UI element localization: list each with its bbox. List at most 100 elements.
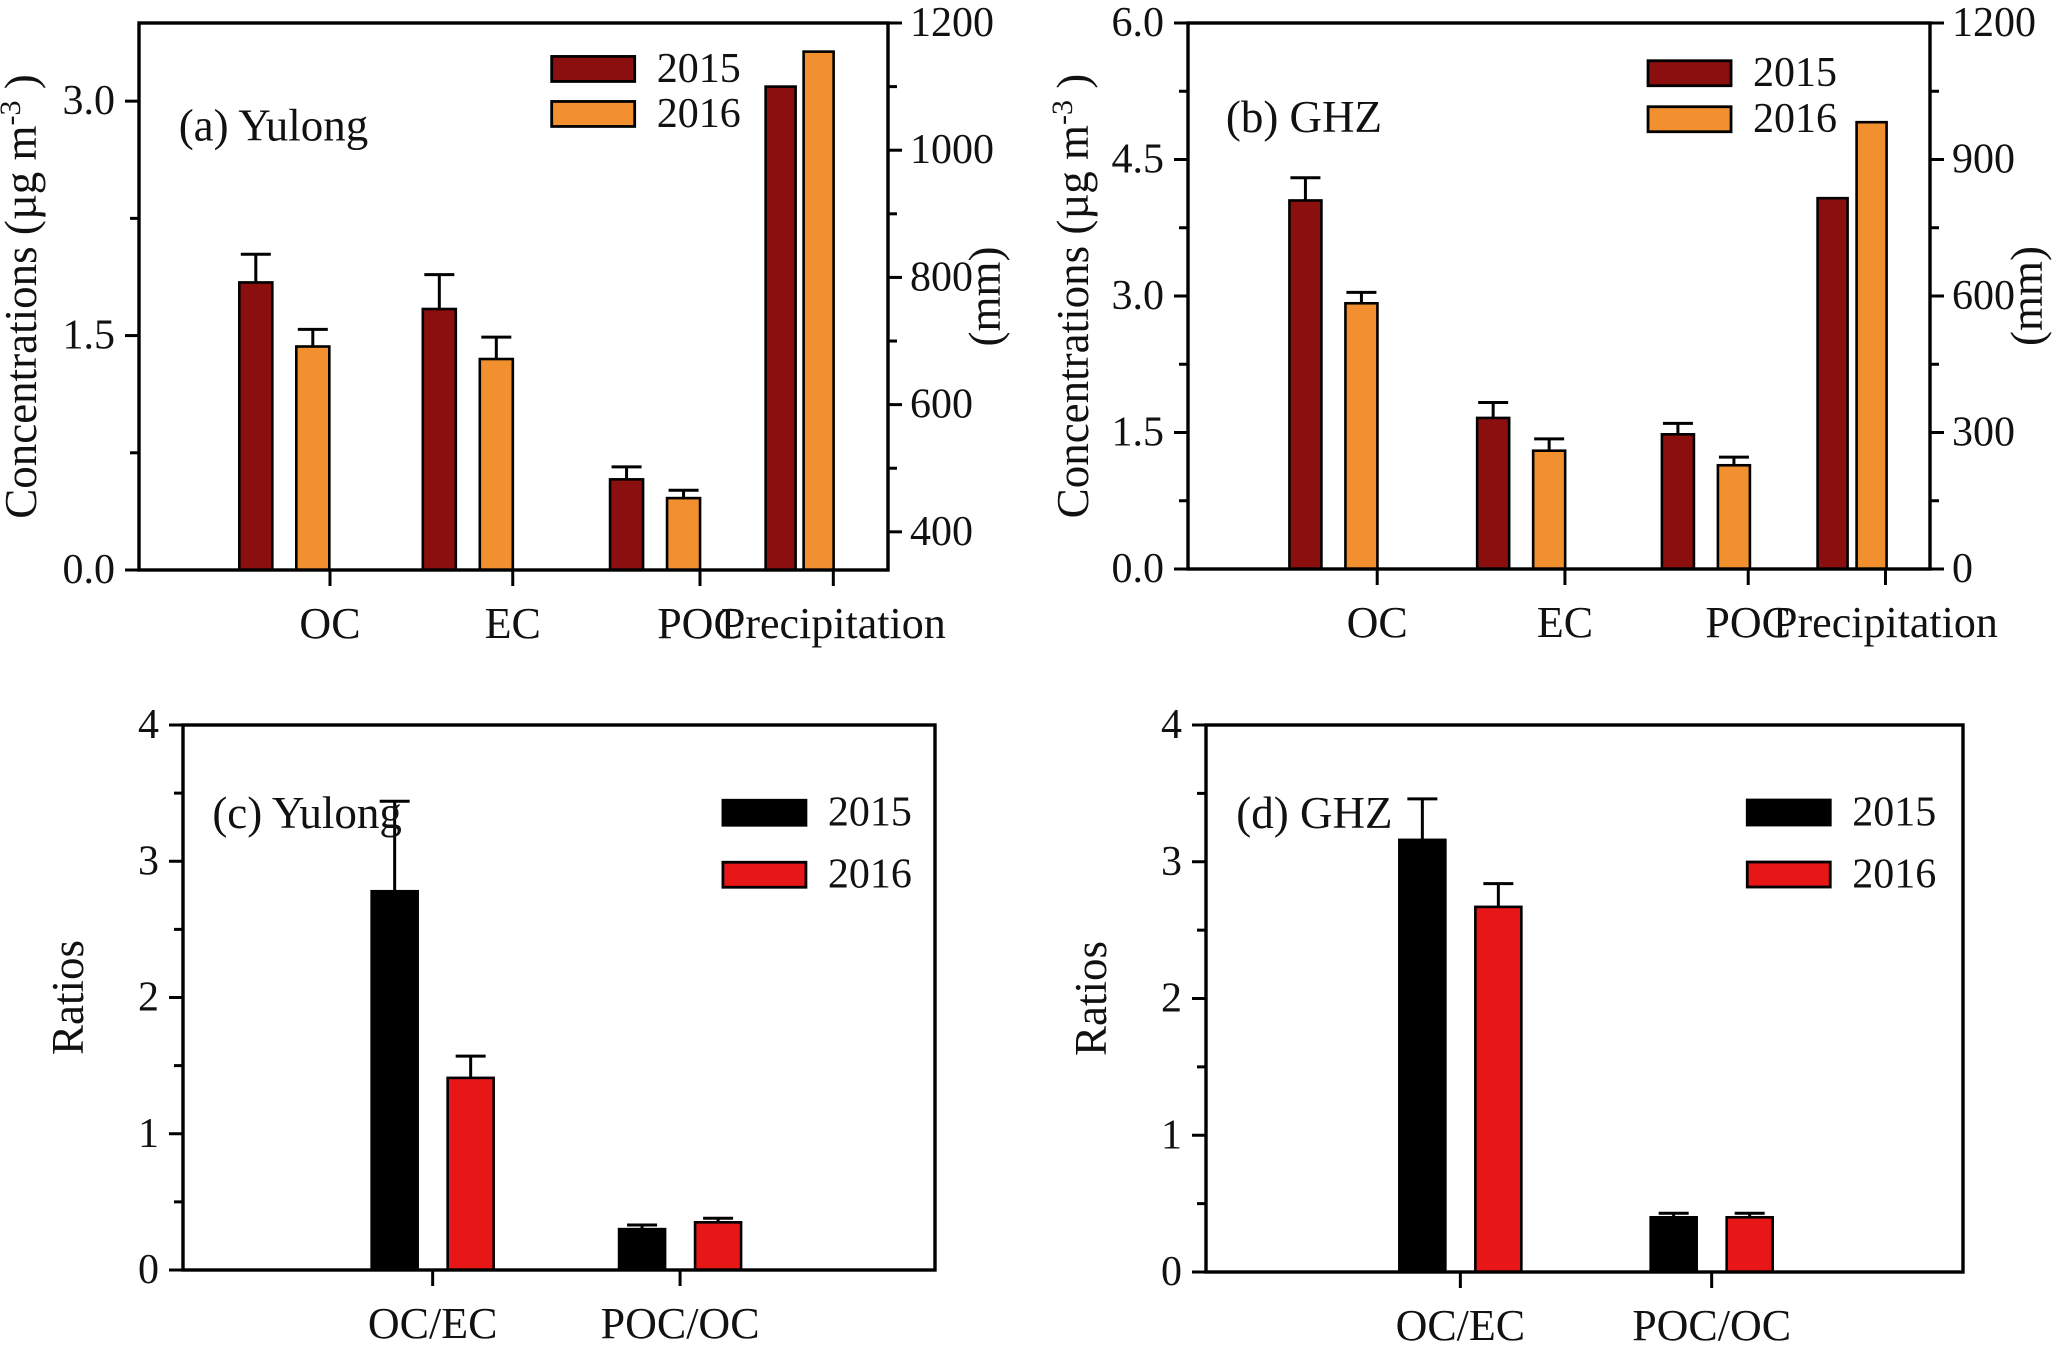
legend-label: 2015 [828, 790, 912, 836]
legend-swatch-2015 [1745, 798, 1832, 827]
left-tick-label: 6.0 [1112, 0, 1165, 46]
left-tick-label: 1.5 [63, 313, 116, 359]
left-axis-title: Concentrations (µg m-3 ) [0, 74, 46, 519]
category-label: OC [299, 599, 360, 648]
bar-a-OC-2015 [238, 281, 274, 572]
left-tick-label: 3 [1161, 839, 1182, 885]
plot-frame [1204, 723, 1965, 1274]
bar-d-OC/EC-2016 [1474, 905, 1523, 1274]
category-label: POC [657, 599, 743, 648]
bar-b-EC-2015 [1475, 416, 1511, 571]
bar-b-Precipitation-2015 [1816, 196, 1849, 571]
right-tick-label: 800 [910, 254, 973, 300]
category-label: POC/OC [1632, 1301, 1791, 1350]
category-label: Precipitation [1773, 598, 1998, 647]
left-tick-label: 0 [138, 1247, 159, 1293]
panel-b: 0.0 1.5 3.0 4.5 6.0 0 300 600 900 1200 (mm) OC EC POC… [1046, 0, 2052, 647]
legend-swatch-2016 [550, 100, 637, 128]
bar-b-EC-2016 [1531, 449, 1567, 571]
right-axis-title: (mm) [2002, 246, 2052, 346]
legend-swatch-2015 [1646, 59, 1733, 88]
bar-b-Precipitation-2016 [1855, 120, 1888, 571]
left-axis-title: Ratios [43, 940, 93, 1055]
right-tick-label: 1000 [910, 127, 994, 173]
category-label: POC [1705, 598, 1791, 647]
panel-title: (a) Yulong [179, 100, 369, 150]
bar-b-POC-2015 [1660, 433, 1696, 571]
panel-a: 0.0 1.5 3.0 400 600 800 1000 1200 (mm) OC EC POCPre… [0, 0, 1010, 648]
left-tick-label: 0.0 [1112, 546, 1165, 592]
left-tick-label: 1.5 [1112, 410, 1165, 456]
category-label: POC/OC [601, 1299, 760, 1348]
bar-d-POC/OC-2015 [1649, 1216, 1698, 1274]
right-tick-label: 600 [910, 382, 973, 428]
left-tick-label: 4.5 [1112, 137, 1165, 183]
category-label: OC [1347, 598, 1408, 647]
legend-label: 2016 [1852, 852, 1936, 898]
panel-title: (d) GHZ [1236, 788, 1392, 838]
bar-a-POC-2015 [608, 478, 645, 572]
bar-a-EC-2015 [421, 307, 458, 572]
bar-a-Precipitation-2015 [764, 85, 797, 572]
right-tick-label: 0 [1952, 546, 1973, 592]
legend-label: 2016 [828, 852, 912, 898]
legend-swatch-2016 [721, 860, 808, 889]
panel-title: (b) GHZ [1226, 92, 1382, 142]
right-tick-label: 300 [1952, 410, 2015, 456]
left-tick-label: 0.0 [63, 547, 116, 593]
bar-c-POC/OC-2015 [617, 1227, 667, 1272]
bar-a-OC-2016 [295, 345, 331, 572]
legend-label: 2016 [1753, 96, 1837, 142]
right-axis-title: (mm) [960, 247, 1010, 347]
left-tick-label: 0 [1161, 1249, 1182, 1295]
left-tick-label: 4 [138, 702, 159, 748]
category-label: OC/EC [1396, 1301, 1526, 1350]
bar-c-OC/EC-2015 [370, 889, 419, 1272]
right-tick-label: 400 [910, 509, 973, 555]
bar-b-OC-2015 [1288, 199, 1323, 571]
left-tick-label: 2 [1161, 976, 1182, 1022]
right-tick-label: 1200 [910, 0, 994, 46]
right-tick-label: 1200 [1952, 0, 2036, 46]
category-label: OC/EC [368, 1299, 498, 1348]
right-tick-label: 900 [1952, 137, 2015, 183]
left-axis-title: Ratios [1066, 941, 1116, 1056]
bar-a-EC-2016 [478, 357, 515, 572]
bar-c-POC/OC-2016 [693, 1221, 743, 1272]
bar-b-OC-2016 [1344, 301, 1379, 571]
legend-swatch-2015 [550, 55, 637, 83]
left-tick-label: 3.0 [1112, 273, 1165, 319]
bar-b-POC-2016 [1716, 463, 1752, 571]
left-tick-label: 3.0 [63, 78, 116, 124]
panel-d: 0 1 2 3 4 OC/EC POC/OC (d) GHZ Ratios 2015 2016 [1066, 702, 1965, 1350]
plot-frame [137, 21, 890, 572]
category-label: EC [1537, 598, 1593, 647]
bar-d-POC/OC-2016 [1725, 1216, 1774, 1274]
bar-c-OC/EC-2016 [446, 1076, 495, 1272]
left-tick-label: 4 [1161, 702, 1182, 748]
legend-label: 2016 [657, 91, 741, 137]
bar-a-Precipitation-2016 [802, 50, 835, 572]
category-label: EC [485, 599, 541, 648]
panel-c: 0 1 2 3 4 OC/EC POC/OC (c) Yulong Ratios 2015 2016 [43, 702, 937, 1348]
right-tick-label: 600 [1952, 273, 2015, 319]
legend-d: 2015 2016 [1745, 790, 1936, 898]
panel-title: (c) Yulong [212, 788, 402, 838]
legend-swatch-2016 [1745, 860, 1832, 889]
left-tick-label: 3 [138, 838, 159, 884]
left-axis-title: Concentrations (µg m-3 ) [1046, 74, 1098, 519]
plot-frame [1186, 21, 1932, 571]
left-tick-label: 1 [1161, 1112, 1182, 1158]
legend-label: 2015 [1852, 790, 1936, 836]
bar-d-OC/EC-2015 [1398, 838, 1447, 1274]
left-tick-label: 1 [138, 1111, 159, 1157]
legend-swatch-2015 [721, 798, 808, 827]
left-tick-label: 2 [138, 975, 159, 1021]
plot-frame [181, 723, 937, 1272]
legend-c: 2015 2016 [721, 790, 912, 898]
legend-label: 2015 [657, 46, 741, 92]
